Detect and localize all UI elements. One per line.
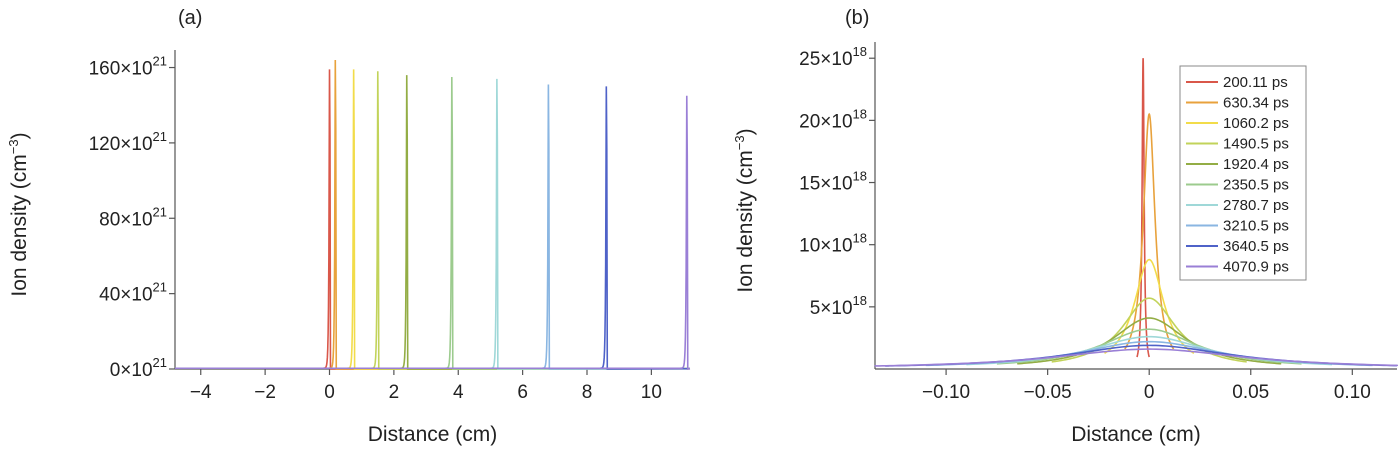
legend-entry: 3640.5 ps xyxy=(1223,238,1289,255)
legend-entry: 4070.9 ps xyxy=(1223,259,1289,276)
y-tick-label: 20×1018 xyxy=(799,106,867,132)
legend-entry: 1490.5 ps xyxy=(1223,136,1289,153)
series-line-4 xyxy=(1051,297,1247,363)
y-tick-label: 160×1021 xyxy=(89,54,167,80)
x-tick-label: 6 xyxy=(517,382,528,403)
legend-entry: 3210.5 ps xyxy=(1223,218,1289,235)
series-line-5 xyxy=(175,75,691,370)
y-tick-label: 15×1018 xyxy=(799,169,867,195)
series-line-1 xyxy=(175,69,691,370)
series-line-5 xyxy=(1017,317,1282,365)
panel-label: (b) xyxy=(845,7,869,29)
legend-entry: 2350.5 ps xyxy=(1223,177,1289,194)
series-line-8 xyxy=(175,84,691,370)
x-axis-title: Distance (cm) xyxy=(368,423,498,446)
legend-entry: 2780.7 ps xyxy=(1223,197,1289,214)
x-tick-label: 0 xyxy=(1144,382,1155,403)
y-tick-label: 10×1018 xyxy=(799,231,867,257)
series-line-9 xyxy=(175,86,691,370)
x-tick-label: 2 xyxy=(389,382,400,403)
x-tick-label: 0.10 xyxy=(1334,382,1371,403)
series-line-7 xyxy=(175,78,691,370)
x-tick-label: 0 xyxy=(324,382,335,403)
series-line-6 xyxy=(175,76,691,370)
legend: 200.11 ps 630.34 ps 1060.2 ps 1490.5 ps 1920… xyxy=(1179,65,1307,281)
y-axis-title: Ion density (cm−3) xyxy=(732,128,757,292)
legend-entry: 1060.2 ps xyxy=(1223,115,1289,132)
series-line-4 xyxy=(175,71,691,370)
legend-entry: 200.11 ps xyxy=(1223,74,1288,91)
x-tick-label: −2 xyxy=(254,382,276,403)
panel-label: (a) xyxy=(178,7,202,29)
panel-a: (a) −4 −2 0 2 4 6 8 10 0×1021 40×1021 80×1021 120×10… xyxy=(6,7,691,446)
series-line-2 xyxy=(175,59,691,370)
y-tick-label: 25×1018 xyxy=(799,44,867,70)
series-line-2 xyxy=(1124,112,1175,350)
series-line-10 xyxy=(874,348,1398,367)
y-tick-label: 120×1021 xyxy=(89,129,167,155)
x-tick-label: −4 xyxy=(190,382,212,403)
y-tick-label: 0×1021 xyxy=(110,355,167,381)
series-line-3 xyxy=(175,69,691,370)
y-axis-title: Ion density (cm−3) xyxy=(6,132,31,296)
x-tick-label: 10 xyxy=(641,382,662,403)
x-tick-label: 4 xyxy=(453,382,464,403)
x-axis-title: Distance (cm) xyxy=(1071,423,1201,446)
series-line-6 xyxy=(996,328,1302,365)
x-tick-label: 0.05 xyxy=(1232,382,1269,403)
series-line-3 xyxy=(1104,258,1195,355)
series-line-1 xyxy=(1136,58,1150,358)
y-tick-label: 40×1021 xyxy=(99,280,167,306)
x-tick-label: −0.10 xyxy=(922,382,970,403)
panel-b: (b) −0.10 −0.05 0 0.05 0.10 5×1018 10×1018 15×10… xyxy=(732,7,1398,446)
y-tick-label: 80×1021 xyxy=(99,204,167,230)
series-line-10 xyxy=(175,95,691,370)
legend-entry: 630.34 ps xyxy=(1223,95,1289,112)
y-tick-label: 5×1018 xyxy=(810,293,867,319)
x-tick-label: 8 xyxy=(582,382,593,403)
x-tick-label: −0.05 xyxy=(1024,382,1072,403)
legend-entry: 1920.4 ps xyxy=(1223,156,1289,173)
